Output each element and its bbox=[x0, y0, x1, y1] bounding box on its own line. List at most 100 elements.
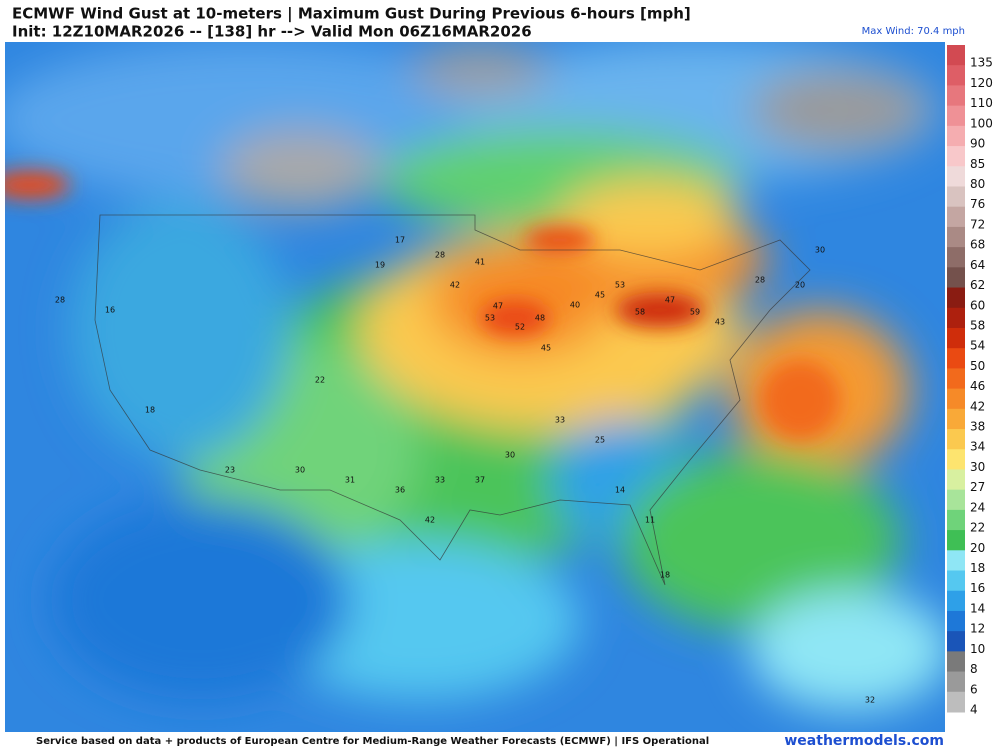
colorbar-label: 60 bbox=[970, 298, 985, 312]
station-value: 47 bbox=[493, 302, 503, 311]
colorbar-label: 68 bbox=[970, 238, 985, 252]
colorbar-segment bbox=[947, 590, 965, 612]
colorbar-segment bbox=[947, 651, 965, 673]
map: 53 47 52 48 45 40 45 53 58 47 59 43 42 41 28 17 19 22 30 31… bbox=[5, 42, 945, 732]
max-wind: Max Wind: 70.4 mph bbox=[862, 26, 965, 37]
station-value: 20 bbox=[795, 281, 805, 290]
station-value: 40 bbox=[570, 301, 580, 310]
station-value: 22 bbox=[315, 376, 325, 385]
station-value: 36 bbox=[395, 486, 405, 495]
colorbar-label: 8 bbox=[970, 662, 978, 676]
station-value: 23 bbox=[225, 466, 235, 475]
colorbar-segment bbox=[947, 530, 965, 551]
colorbar-segment bbox=[947, 550, 965, 572]
colorbar-label: 90 bbox=[970, 137, 985, 151]
colorbar-label: 120 bbox=[970, 76, 993, 90]
station-value: 11 bbox=[645, 516, 655, 525]
colorbar-segment bbox=[947, 125, 965, 147]
subtitle: Init: 12Z10MAR2026 -- [138] hr --> Valid… bbox=[12, 23, 532, 41]
colorbar-segment bbox=[947, 610, 965, 632]
station-value: 31 bbox=[345, 476, 355, 485]
colorbar-label: 64 bbox=[970, 258, 985, 272]
colorbar-label: 22 bbox=[970, 521, 985, 535]
station-value: 18 bbox=[660, 571, 670, 580]
station-value: 18 bbox=[145, 406, 155, 415]
colorbar-label: 18 bbox=[970, 561, 985, 575]
colorbar-label: 100 bbox=[970, 116, 993, 130]
colorbar-label: 42 bbox=[970, 399, 985, 413]
colorbar-segment bbox=[947, 267, 965, 289]
station-value: 28 bbox=[435, 251, 445, 260]
colorbar-segment bbox=[947, 631, 965, 652]
station-value: 58 bbox=[635, 308, 645, 317]
station-value: 30 bbox=[815, 246, 825, 255]
station-value: 42 bbox=[425, 516, 435, 525]
colorbar: 1351201101009085807672686462605854504642… bbox=[947, 45, 993, 717]
station-value: 48 bbox=[535, 314, 545, 323]
station-value: 30 bbox=[295, 466, 305, 475]
colorbar-label: 38 bbox=[970, 420, 985, 434]
colorbar-segment bbox=[947, 166, 965, 187]
colorbar-label: 27 bbox=[970, 480, 985, 494]
station-value: 47 bbox=[665, 296, 675, 305]
colorbar-label: 50 bbox=[970, 359, 985, 373]
colorbar-segment bbox=[947, 206, 965, 228]
colorbar-label: 46 bbox=[970, 379, 985, 393]
station-value: 52 bbox=[515, 323, 525, 332]
colorbar-label: 54 bbox=[970, 339, 985, 353]
colorbar-segment bbox=[947, 226, 965, 248]
colorbar-label: 16 bbox=[970, 581, 985, 595]
station-value: 53 bbox=[485, 314, 495, 323]
colorbar-segment bbox=[947, 469, 965, 491]
colorbar-segment bbox=[947, 429, 965, 450]
station-value: 33 bbox=[435, 476, 445, 485]
colorbar-label: 34 bbox=[970, 440, 985, 454]
colorbar-segment bbox=[947, 146, 965, 167]
colorbar-label: 12 bbox=[970, 622, 985, 636]
colorbar-segment bbox=[947, 65, 965, 86]
colorbar-segment bbox=[947, 388, 965, 410]
credit: Service based on data + products of Euro… bbox=[36, 736, 709, 747]
colorbar-label: 4 bbox=[970, 703, 978, 717]
colorbar-segment bbox=[947, 307, 965, 329]
station-value: 32 bbox=[865, 696, 875, 705]
colorbar-segment bbox=[947, 247, 965, 268]
colorbar-segment bbox=[947, 287, 965, 309]
colorbar-label: 135 bbox=[970, 56, 993, 70]
station-value: 42 bbox=[450, 281, 460, 290]
colorbar-label: 85 bbox=[970, 157, 985, 171]
station-value: 37 bbox=[475, 476, 485, 485]
station-value: 30 bbox=[505, 451, 515, 460]
colorbar-segment bbox=[947, 671, 965, 693]
colorbar-segment bbox=[947, 327, 965, 349]
station-value: 45 bbox=[595, 291, 605, 300]
colorbar-label: 58 bbox=[970, 318, 985, 332]
colorbar-segment bbox=[947, 691, 965, 713]
site: weathermodels.com bbox=[784, 733, 944, 749]
colorbar-segment bbox=[947, 105, 965, 127]
station-value: 33 bbox=[555, 416, 565, 425]
colorbar-label: 14 bbox=[970, 601, 985, 615]
station-value: 25 bbox=[595, 436, 605, 445]
colorbar-label: 20 bbox=[970, 541, 985, 555]
colorbar-label: 30 bbox=[970, 460, 985, 474]
colorbar-label: 62 bbox=[970, 278, 985, 292]
colorbar-label: 76 bbox=[970, 197, 985, 211]
colorbar-label: 24 bbox=[970, 500, 985, 514]
station-value: 41 bbox=[475, 258, 485, 267]
station-value: 45 bbox=[541, 344, 551, 353]
colorbar-segment bbox=[947, 348, 965, 369]
station-value: 16 bbox=[105, 306, 115, 315]
colorbar-segment bbox=[947, 570, 965, 592]
colorbar-segment bbox=[947, 45, 965, 66]
colorbar-label: 72 bbox=[970, 217, 985, 231]
colorbar-label: 80 bbox=[970, 177, 985, 191]
colorbar-segment bbox=[947, 368, 965, 390]
colorbar-segment bbox=[947, 85, 965, 107]
station-value: 28 bbox=[755, 276, 765, 285]
colorbar-segment bbox=[947, 489, 965, 511]
station-value: 43 bbox=[715, 318, 725, 327]
station-value: 19 bbox=[375, 261, 385, 270]
colorbar-segment bbox=[947, 186, 965, 208]
